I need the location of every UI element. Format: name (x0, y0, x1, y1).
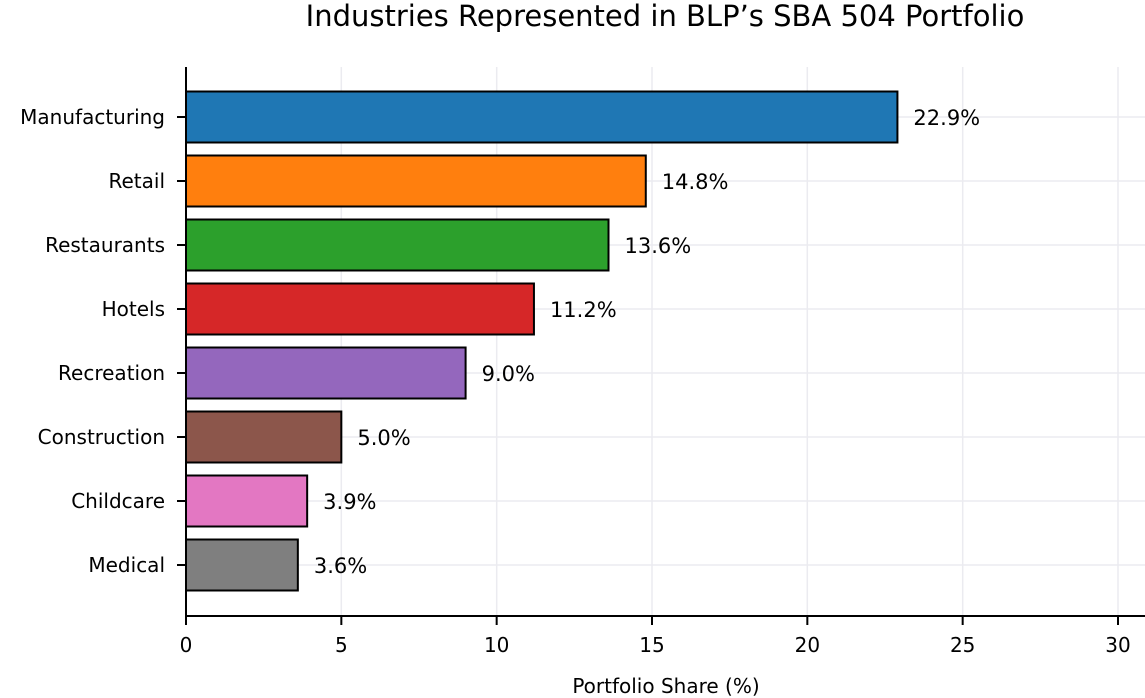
bar-childcare (185, 474, 309, 528)
x-tick-label: 10 (484, 633, 509, 657)
grid (186, 67, 1145, 616)
y-tick-label: Manufacturing (20, 105, 165, 129)
y-tick-label: Retail (108, 169, 165, 193)
bar-restaurants (185, 218, 610, 272)
bar-value-label: 11.2% (550, 298, 617, 322)
bar-value-label: 9.0% (482, 362, 535, 386)
bar-construction (185, 410, 343, 464)
y-tick-label: Recreation (58, 361, 165, 385)
bar-retail (185, 154, 647, 208)
x-tick-label: 0 (180, 633, 193, 657)
bar-value-label: 3.9% (323, 490, 376, 514)
y-tick-label: Childcare (71, 489, 165, 513)
x-tick-label: 30 (1105, 633, 1130, 657)
bars: 22.9% 14.8% 13.6% 11.2% 9.0% 5.0% 3.9% 3.6% (185, 90, 980, 592)
bar-recreation (185, 346, 467, 400)
bar-medical (185, 538, 299, 592)
x-tick-label: 20 (795, 633, 820, 657)
y-axis-labels: Manufacturing Retail Restaurants Hotels Recr… (20, 105, 186, 577)
x-axis-ticks: 0 5 10 15 20 25 30 (180, 616, 1131, 657)
x-axis-label: Portfolio Share (%) (572, 674, 759, 698)
y-tick-label: Hotels (102, 297, 165, 321)
y-tick-label: Restaurants (45, 233, 165, 257)
bar-manufacturing (185, 90, 899, 144)
bar-value-label: 13.6% (625, 234, 692, 258)
bar-hotels (185, 282, 535, 336)
y-tick-label: Construction (38, 425, 165, 449)
x-tick-label: 25 (950, 633, 975, 657)
x-tick-label: 5 (335, 633, 348, 657)
y-tick-label: Medical (88, 553, 165, 577)
bar-value-label: 14.8% (662, 170, 729, 194)
bar-value-label: 5.0% (357, 426, 410, 450)
bar-value-label: 22.9% (913, 106, 980, 130)
chart-title: Industries Represented in BLP’s SBA 504 … (306, 0, 1025, 33)
x-tick-label: 15 (639, 633, 664, 657)
bar-value-label: 3.6% (314, 554, 367, 578)
